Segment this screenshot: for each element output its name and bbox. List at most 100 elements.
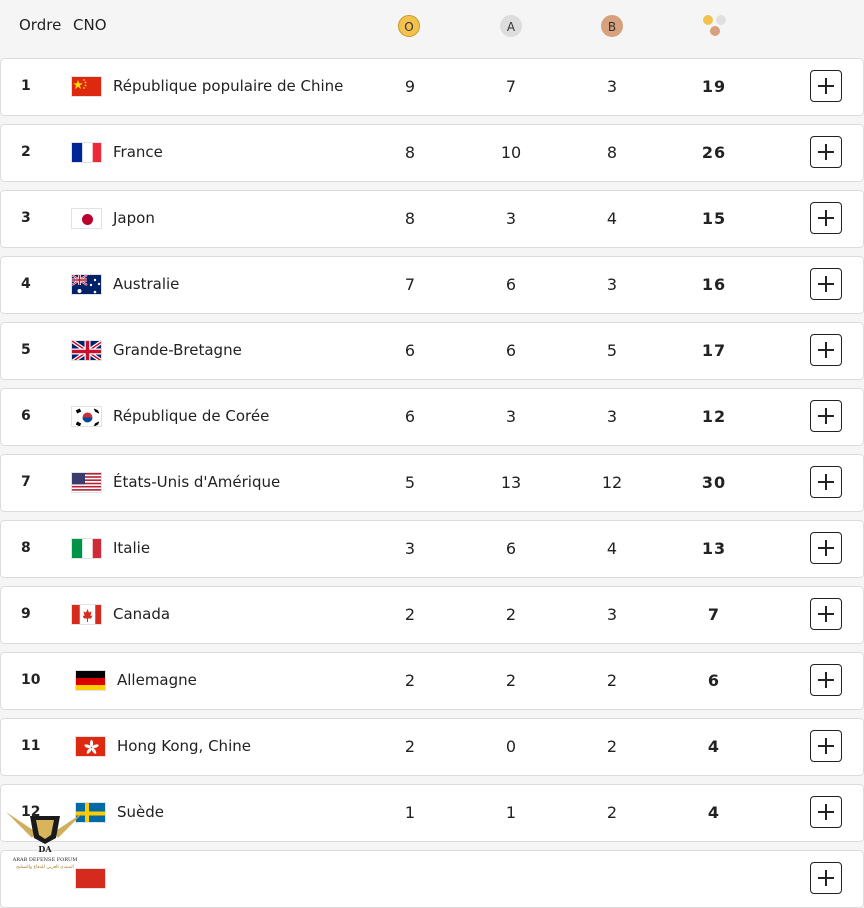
- gold-count: 2: [404, 671, 416, 690]
- table-row[interactable]: 10 Allemagne 2 2 2 6: [0, 652, 864, 710]
- gold-count: 2: [404, 737, 416, 756]
- expand-row-button[interactable]: [810, 862, 842, 894]
- bronze-count: 4: [606, 209, 618, 228]
- rank: 2: [21, 144, 31, 160]
- silver-count: 10: [500, 143, 522, 162]
- bronze-count: 2: [606, 803, 618, 822]
- table-row[interactable]: 8 Italie 3 6 4 13: [0, 520, 864, 578]
- rank: 11: [21, 738, 41, 754]
- bronze-count: 4: [606, 539, 618, 558]
- country-name[interactable]: Grande-Bretagne: [113, 341, 242, 359]
- expand-row-button[interactable]: [810, 202, 842, 234]
- gold-column-header[interactable]: O: [398, 15, 420, 37]
- bronze-count: 12: [601, 473, 623, 492]
- country-name[interactable]: Allemagne: [117, 671, 197, 689]
- table-row[interactable]: 6 République de Corée 6 3 3 12: [0, 388, 864, 446]
- total-medals-icon[interactable]: [702, 14, 732, 38]
- country-name[interactable]: République populaire de Chine: [113, 77, 344, 95]
- expand-row-button[interactable]: [810, 664, 842, 696]
- total-count: 12: [701, 407, 727, 426]
- canada-flag-icon: [71, 604, 102, 625]
- silver-count: 3: [505, 407, 517, 426]
- total-count: 4: [707, 737, 721, 756]
- usa-flag-icon: [71, 472, 102, 493]
- total-count: 17: [701, 341, 727, 360]
- table-row[interactable]: 4 Australie 7 6 3 16: [0, 256, 864, 314]
- expand-row-button[interactable]: [810, 796, 842, 828]
- rank: 7: [21, 474, 31, 490]
- china-flag-icon: [71, 76, 102, 97]
- country-name[interactable]: Italie: [113, 539, 151, 557]
- total-count: 7: [707, 605, 721, 624]
- country-name[interactable]: République de Corée: [113, 407, 270, 425]
- total-count: 19: [701, 77, 727, 96]
- korea-flag-icon: [71, 406, 102, 427]
- table-row[interactable]: 5 Grande-Bretagne 6 6 5 17: [0, 322, 864, 380]
- bronze-count: 3: [606, 605, 618, 624]
- rank: 9: [21, 606, 31, 622]
- noc-column-header[interactable]: CNO: [73, 16, 107, 34]
- expand-row-button[interactable]: [810, 598, 842, 630]
- expand-row-button[interactable]: [810, 730, 842, 762]
- gold-count: 8: [404, 209, 416, 228]
- gold-count: 5: [404, 473, 416, 492]
- total-count: 30: [701, 473, 727, 492]
- total-count: 13: [701, 539, 727, 558]
- bronze-count: 3: [606, 77, 618, 96]
- bronze-count: 3: [606, 275, 618, 294]
- silver-count: 6: [505, 341, 517, 360]
- country-name[interactable]: France: [113, 143, 163, 161]
- total-count: 6: [707, 671, 721, 690]
- japan-flag-icon: [71, 208, 102, 229]
- gold-count: 3: [404, 539, 416, 558]
- rank: 5: [21, 342, 31, 358]
- expand-row-button[interactable]: [810, 268, 842, 300]
- table-row[interactable]: 7 États-Unis d'Amérique 5 13 12 30: [0, 454, 864, 512]
- table-row[interactable]: 9 Canada 2 2 3 7: [0, 586, 864, 644]
- red-flag-icon: [75, 868, 106, 889]
- australia-flag-icon: [71, 274, 102, 295]
- silver-count: 3: [505, 209, 517, 228]
- arab-defense-forum-logo: DA ARAB DEFENSE FORUM المنتدى العربي للد…: [6, 812, 84, 870]
- total-count: 26: [701, 143, 727, 162]
- rank: 1: [21, 78, 31, 94]
- order-column-header[interactable]: Ordre: [19, 16, 62, 34]
- expand-row-button[interactable]: [810, 136, 842, 168]
- table-row[interactable]: 2 France 8 10 8 26: [0, 124, 864, 182]
- sweden-flag-icon: [75, 802, 106, 823]
- expand-row-button[interactable]: [810, 70, 842, 102]
- expand-row-button[interactable]: [810, 334, 842, 366]
- bronze-column-header[interactable]: B: [601, 15, 623, 37]
- table-row[interactable]: 1 République populaire de Chine 9 7 3 19: [0, 58, 864, 116]
- table-row[interactable]: 12 Suède 1 1 2 4: [0, 784, 864, 842]
- svg-text:DA: DA: [38, 844, 52, 854]
- gold-count: 6: [404, 341, 416, 360]
- table-row[interactable]: [0, 850, 864, 908]
- total-count: 15: [701, 209, 727, 228]
- germany-flag-icon: [75, 670, 106, 691]
- silver-count: 2: [505, 605, 517, 624]
- silver-column-header[interactable]: A: [500, 15, 522, 37]
- country-name[interactable]: Australie: [113, 275, 180, 293]
- expand-row-button[interactable]: [810, 532, 842, 564]
- gold-count: 9: [404, 77, 416, 96]
- total-count: 4: [707, 803, 721, 822]
- hong-kong-flag-icon: [75, 736, 106, 757]
- expand-row-button[interactable]: [810, 400, 842, 432]
- bronze-count: 8: [606, 143, 618, 162]
- expand-row-button[interactable]: [810, 466, 842, 498]
- country-name[interactable]: États-Unis d'Amérique: [113, 473, 281, 491]
- svg-text:المنتدى العربي للدفاع والتسليح: المنتدى العربي للدفاع والتسليح: [16, 865, 74, 870]
- svg-text:ARAB DEFENSE FORUM: ARAB DEFENSE FORUM: [12, 857, 78, 863]
- table-row[interactable]: 3 Japon 8 3 4 15: [0, 190, 864, 248]
- great-britain-flag-icon: [71, 340, 102, 361]
- table-header: Ordre CNO O A B: [0, 0, 864, 56]
- gold-count: 7: [404, 275, 416, 294]
- country-name[interactable]: Japon: [113, 209, 155, 227]
- country-name[interactable]: Hong Kong, Chine: [117, 737, 251, 755]
- rank: 3: [21, 210, 31, 226]
- country-name[interactable]: Canada: [113, 605, 171, 623]
- gold-count: 6: [404, 407, 416, 426]
- table-row[interactable]: 11 Hong Kong, Chine 2 0 2 4: [0, 718, 864, 776]
- country-name[interactable]: Suède: [117, 803, 165, 821]
